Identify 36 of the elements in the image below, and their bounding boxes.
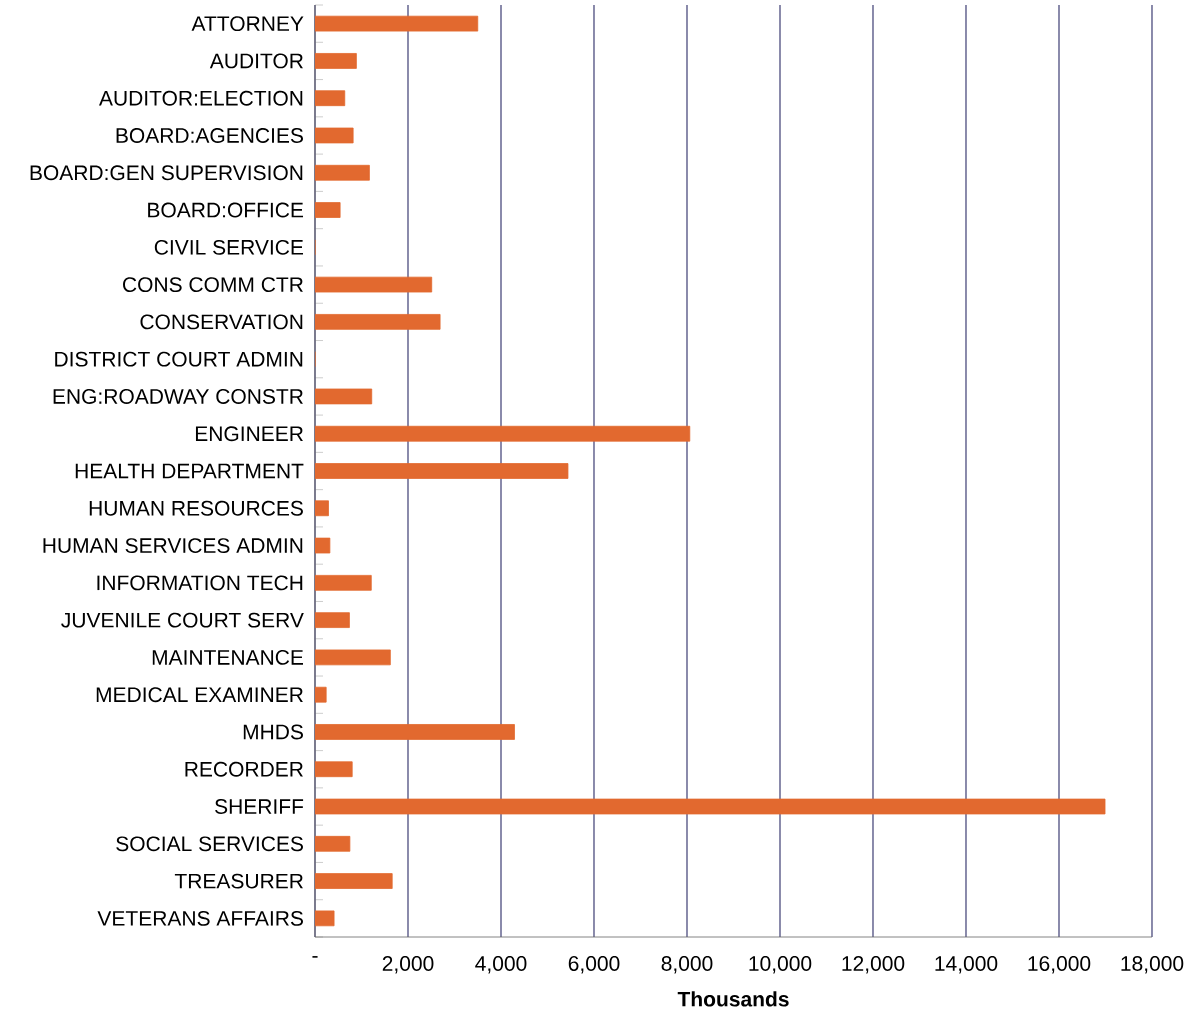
x-tick-label: 12,000 xyxy=(842,956,905,974)
y-tick-label: HUMAN SERVICES ADMIN xyxy=(43,538,303,554)
x-axis-title: Thousands xyxy=(677,991,789,1007)
y-tick-label: ENG:ROADWAY CONSTR xyxy=(53,389,303,404)
x-tick-label: 16,000 xyxy=(1028,956,1091,974)
y-tick-label: CIVIL SERVICE xyxy=(154,239,304,255)
y-tick-label: CONSERVATION xyxy=(140,314,303,330)
x-tick-label: - xyxy=(312,956,318,958)
x-tick-label: 10,000 xyxy=(749,956,812,974)
y-tick-label: SOCIAL SERVICES xyxy=(116,836,303,852)
y-tick-label: AUDITOR xyxy=(209,53,303,69)
y-tick-label: SHERIFF xyxy=(215,799,304,814)
y-tick-label: BOARD:AGENCIES xyxy=(116,128,303,143)
x-tick-label: 14,000 xyxy=(935,956,998,974)
x-tick-label: 6,000 xyxy=(568,956,620,974)
y-tick-label: MHDS xyxy=(243,724,303,740)
y-tick-label: RECORDER xyxy=(185,761,303,777)
y-tick-label: VETERANS AFFAIRS xyxy=(97,910,303,926)
y-tick-label: HEALTH DEPARTMENT xyxy=(75,463,304,479)
y-tick-label: AUDITOR:ELECTION xyxy=(98,90,303,106)
y-tick-label: HUMAN RESOURCES xyxy=(89,500,303,516)
y-tick-label: BOARD:GEN SUPERVISION xyxy=(30,165,303,181)
y-tick-label: INFORMATION TECH xyxy=(97,575,303,591)
y-tick-label: BOARD:OFFICE xyxy=(148,202,304,218)
y-tick-label: JUVENILE COURT SERV xyxy=(61,612,304,628)
y-tick-label: MEDICAL EXAMINER xyxy=(96,687,303,703)
x-tick-label: 8,000 xyxy=(661,956,713,974)
y-tick-label: ENGINEER xyxy=(195,426,303,442)
y-tick-label: DISTRICT COURT ADMIN xyxy=(55,351,303,367)
y-tick-label: ATTORNEY xyxy=(191,16,304,32)
y-tick-label: CONS COMM CTR xyxy=(123,277,303,293)
y-tick-label: MAINTENANCE xyxy=(152,649,303,665)
x-tick-label: 4,000 xyxy=(475,956,527,974)
x-tick-label: 18,000 xyxy=(1121,956,1184,974)
x-tick-label: 2,000 xyxy=(382,956,434,974)
y-tick-label: TREASURER xyxy=(174,873,303,889)
